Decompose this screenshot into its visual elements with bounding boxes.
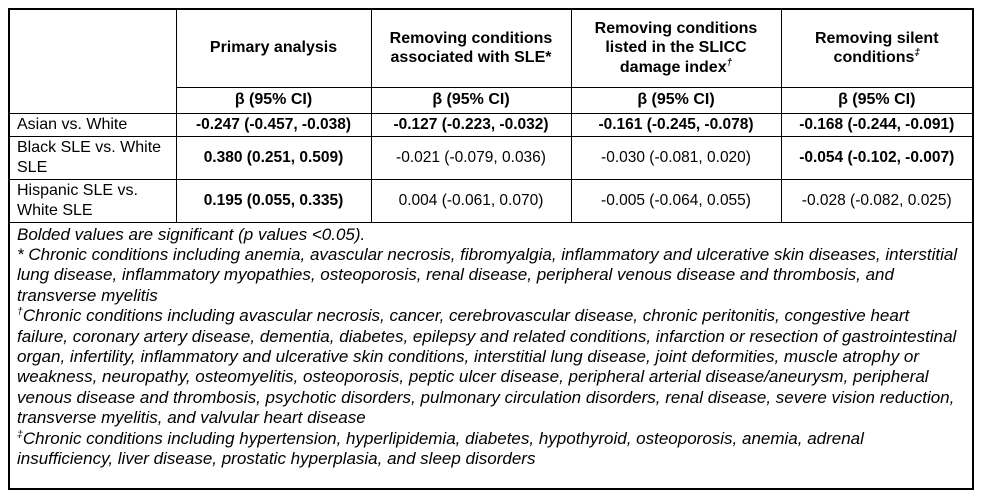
beta-ci-value: -0.161 (-0.245, -0.078) xyxy=(570,112,782,137)
footnote-marker-dagger: † xyxy=(726,57,733,69)
beta-ci-value: 0.195 (0.055, 0.335) xyxy=(175,178,372,223)
footnote-marker-double-dagger: ‡ xyxy=(17,427,23,440)
footnotes-cell: Bolded values are significant (p values … xyxy=(8,221,974,490)
beta-ci-value: 0.004 (-0.061, 0.070) xyxy=(370,178,572,223)
beta-ci-value: -0.030 (-0.081, 0.020) xyxy=(570,135,782,180)
subheader-beta-ci: β (95% CI) xyxy=(570,86,782,114)
subheader-beta-ci: β (95% CI) xyxy=(175,86,372,114)
column-header-label: Primary analysis xyxy=(209,39,338,57)
footnote-text: Chronic conditions including anemia, ava… xyxy=(17,244,958,305)
column-header-label: Removing conditions associated with SLE* xyxy=(389,29,553,67)
footnote-text: Chronic conditions including hypertensio… xyxy=(17,428,864,468)
footnote-dagger: †Chronic conditions including avascular … xyxy=(17,306,964,428)
footnote-marker-dagger: † xyxy=(17,305,23,318)
column-header-removing-silent-conditions: Removing silent conditions‡ xyxy=(780,8,974,88)
column-header-label: Removing silent conditions xyxy=(814,29,939,67)
column-header-removing-slicc-conditions: Removing conditions listed in the SLICC … xyxy=(570,8,782,88)
corner-cell xyxy=(8,8,177,114)
beta-ci-value: -0.005 (-0.064, 0.055) xyxy=(570,178,782,223)
header-row-beta-ci: β (95% CI) β (95% CI) β (95% CI) β (95% … xyxy=(9,86,974,114)
row-label: Asian vs. White xyxy=(8,112,177,137)
row-label: Hispanic SLE vs. White SLE xyxy=(8,178,177,223)
beta-ci-value: -0.247 (-0.457, -0.038) xyxy=(175,112,372,137)
beta-ci-value: -0.021 (-0.079, 0.036) xyxy=(370,135,572,180)
row-label: Black SLE vs. White SLE xyxy=(8,135,177,180)
results-table-container: Primary analysis Removing conditions ass… xyxy=(8,8,974,490)
footnotes-row: Bolded values are significant (p values … xyxy=(8,221,974,490)
footnote-significance: Bolded values are significant (p values … xyxy=(17,225,964,245)
footnote-marker: * xyxy=(17,244,24,264)
table-row-black-vs-white: Black SLE vs. White SLE 0.380 (0.251, 0.… xyxy=(8,135,974,180)
beta-ci-value: -0.028 (-0.082, 0.025) xyxy=(780,178,974,223)
table-row-hispanic-vs-white: Hispanic SLE vs. White SLE 0.195 (0.055,… xyxy=(8,178,974,223)
subheader-beta-ci: β (95% CI) xyxy=(370,86,572,114)
results-table: Primary analysis Removing conditions ass… xyxy=(8,8,974,490)
subheader-beta-ci: β (95% CI) xyxy=(780,86,974,114)
table-row-asian-vs-white: Asian vs. White -0.247 (-0.457, -0.038) … xyxy=(8,112,974,137)
footnote-marker-double-dagger: ‡ xyxy=(914,47,920,59)
footnote-asterisk: * Chronic conditions including anemia, a… xyxy=(17,245,964,306)
header-row-main: Primary analysis Removing conditions ass… xyxy=(8,8,974,114)
column-header-primary-analysis: Primary analysis xyxy=(175,8,372,88)
beta-ci-value: -0.127 (-0.223, -0.032) xyxy=(370,112,572,137)
footnote-text: Bolded values are significant (p values … xyxy=(17,224,366,244)
footnote-text: Chronic conditions including avascular n… xyxy=(17,306,957,428)
beta-ci-value: 0.380 (0.251, 0.509) xyxy=(175,135,372,180)
column-header-removing-sle-conditions: Removing conditions associated with SLE* xyxy=(370,8,572,88)
footnote-double-dagger: ‡Chronic conditions including hypertensi… xyxy=(17,429,964,470)
beta-ci-value: -0.168 (-0.244, -0.091) xyxy=(780,112,974,137)
column-header-label: Removing conditions listed in the SLICC … xyxy=(594,19,758,76)
beta-ci-value: -0.054 (-0.102, -0.007) xyxy=(780,135,974,180)
